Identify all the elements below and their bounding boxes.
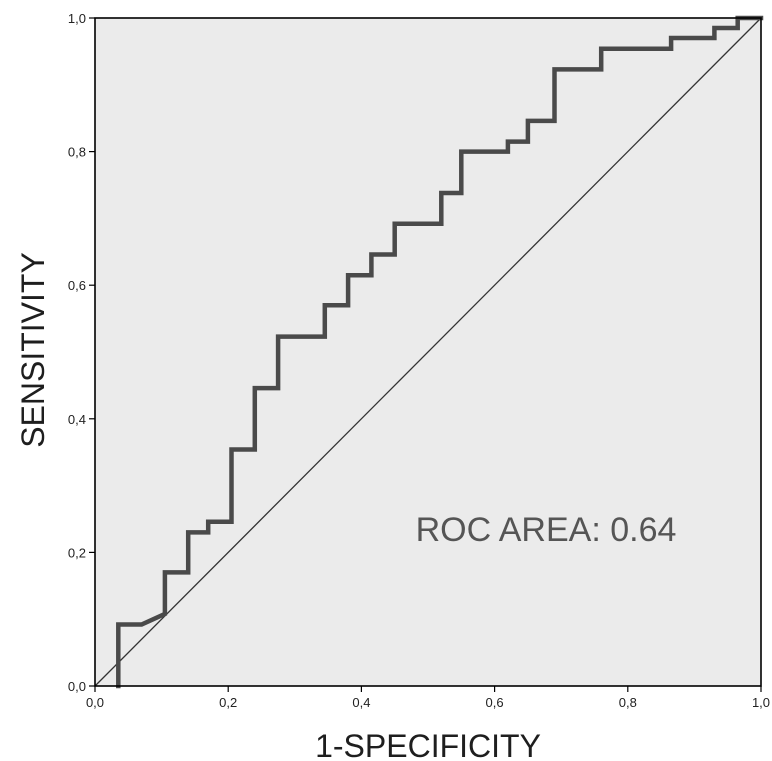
- reference-diagonal-line: [94, 17, 762, 687]
- x-axis-title: 1-SPECIFICITY: [315, 728, 541, 761]
- x-tick-label: 1,0: [752, 695, 770, 710]
- y-axis-title: SENSITIVITY: [15, 252, 51, 448]
- y-axis-ticks: [89, 17, 95, 687]
- x-tick-label: 0,6: [486, 695, 504, 710]
- y-axis-tick-labels: 0,0 0,2 0,4 0,6 0,8 1,0: [68, 11, 86, 694]
- x-tick-label: 0,4: [352, 695, 370, 710]
- x-axis-tick-labels: 0,0 0,2 0,4 0,6 0,8 1,0: [86, 695, 770, 710]
- x-tick-label: 0,8: [619, 695, 637, 710]
- x-tick-label: 0,2: [219, 695, 237, 710]
- y-tick-label: 0,0: [68, 679, 86, 694]
- y-tick-label: 0,6: [68, 278, 86, 293]
- x-axis-ticks: [94, 686, 762, 692]
- roc-curve-line: [116, 15, 764, 689]
- plot-frame: [94, 17, 762, 687]
- annotation-roc-area: ROC AREA: 0.64: [416, 511, 677, 549]
- y-tick-label: 1,0: [68, 11, 86, 26]
- x-tick-label: 0,0: [86, 695, 104, 710]
- y-tick-label: 0,8: [68, 145, 86, 160]
- y-tick-label: 0,4: [68, 412, 86, 427]
- y-tick-label: 0,2: [68, 545, 86, 560]
